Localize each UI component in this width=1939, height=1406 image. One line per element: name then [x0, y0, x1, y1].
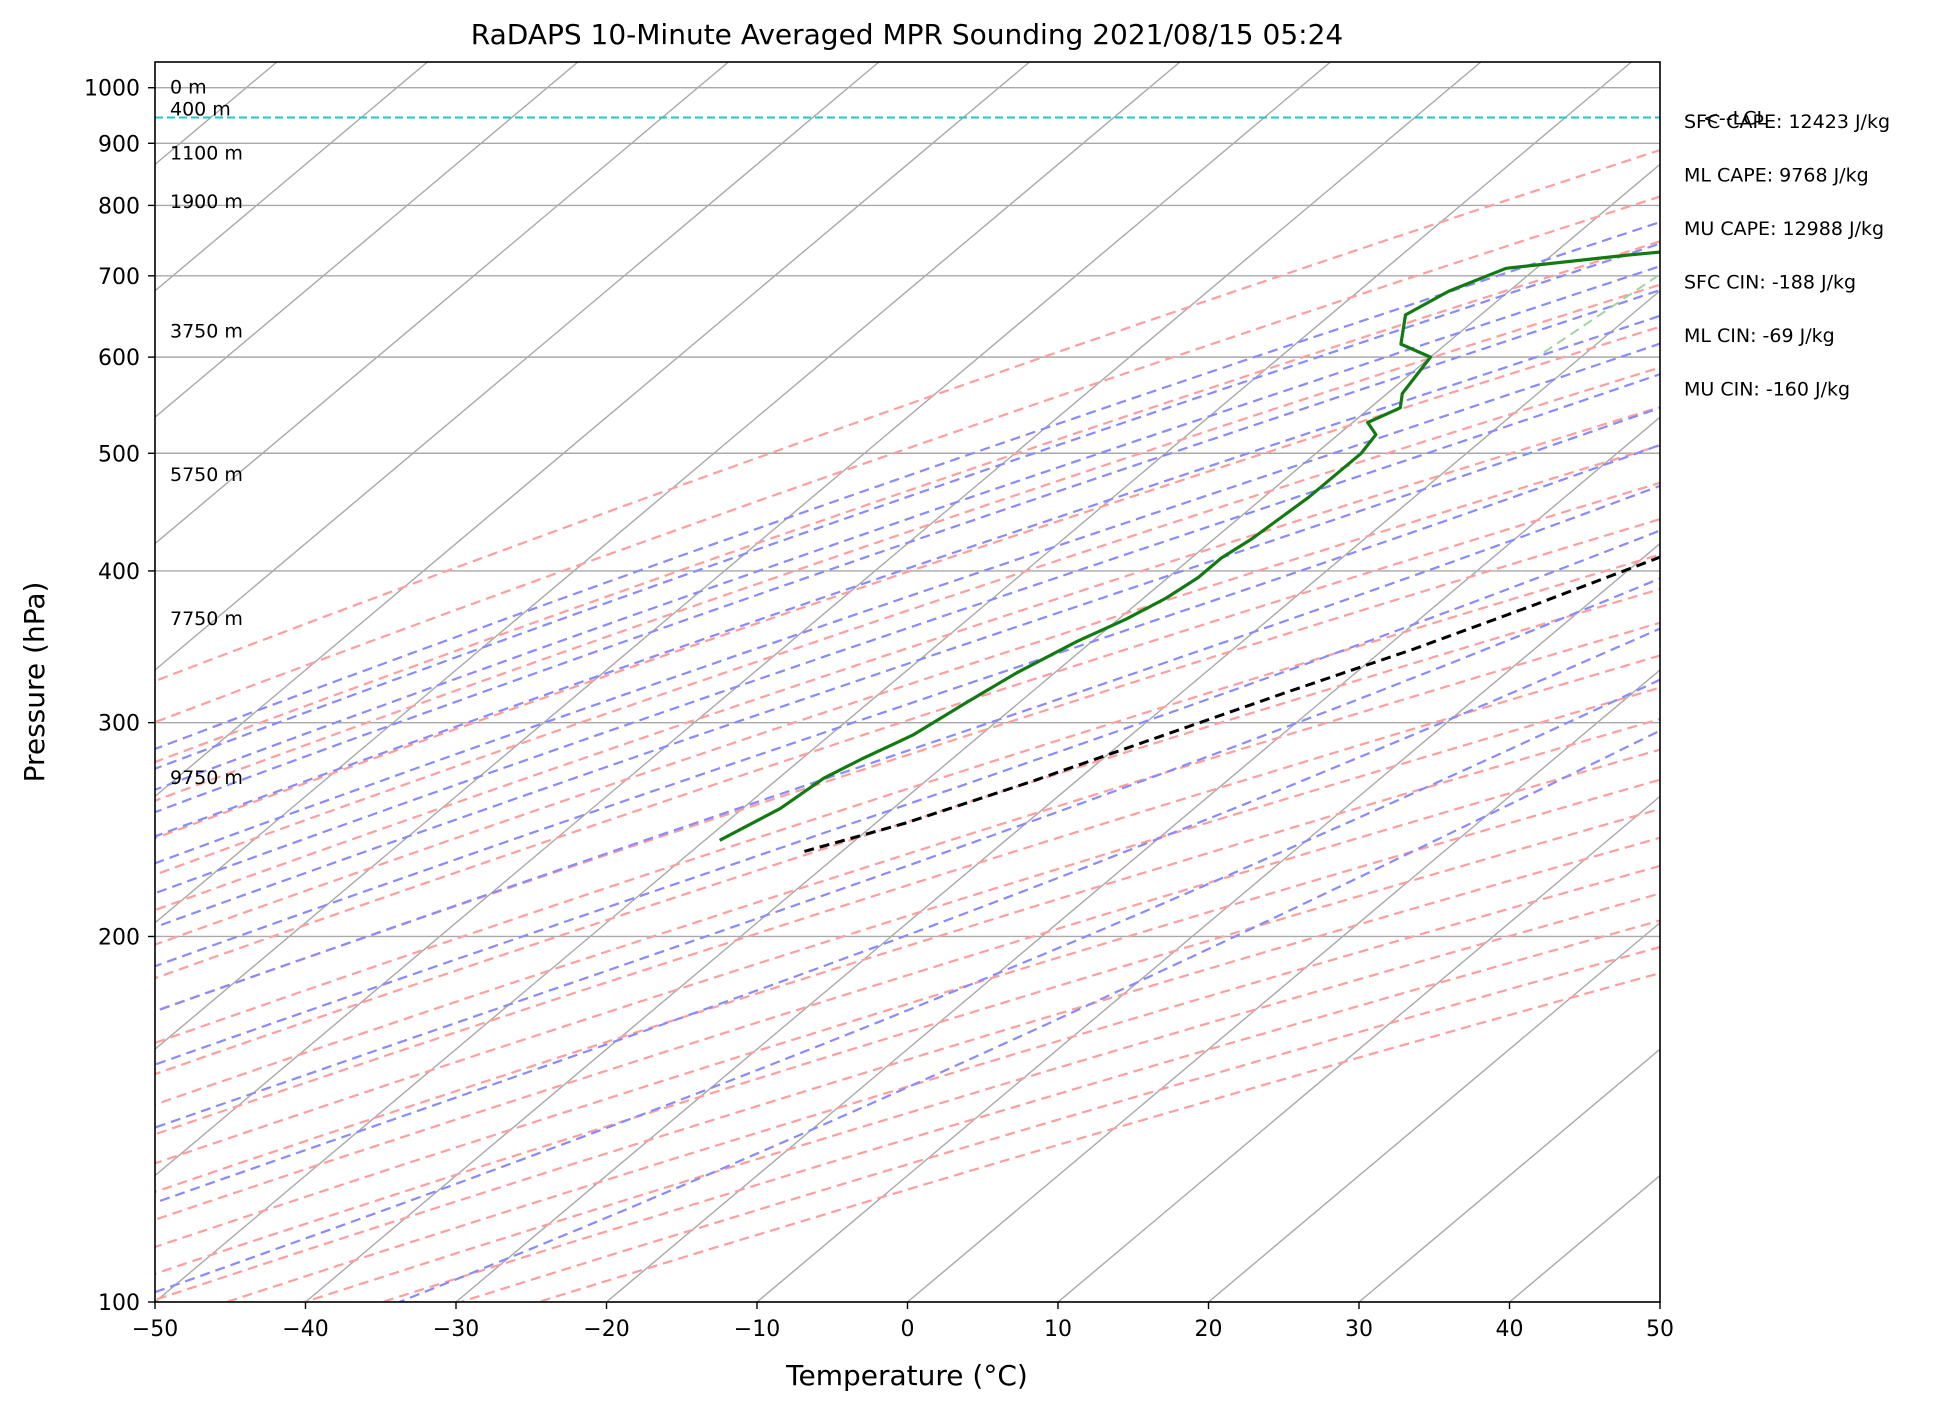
stat-text: ML CAPE: 9768 J/kg	[1684, 165, 1869, 187]
x-tick-label: −20	[583, 1317, 629, 1342]
x-tick-label: −30	[433, 1317, 479, 1342]
height-label: 7750 m	[170, 608, 243, 630]
dry-adiabat-line	[155, 195, 1660, 724]
dry-adiabat-line	[155, 148, 1660, 683]
series-line-dewpoint	[718, 250, 1660, 842]
isotherm-lines	[155, 62, 1660, 1302]
y-tick-label: 700	[98, 265, 140, 290]
x-tick-label: 10	[1044, 1317, 1072, 1342]
stat-text: SFC CIN: -188 J/kg	[1684, 272, 1856, 294]
x-tick-label: 40	[1496, 1317, 1524, 1342]
y-axis-label: Pressure (hPa)	[18, 582, 51, 783]
x-tick-label: 20	[1195, 1317, 1223, 1342]
isotherm-line	[756, 542, 1660, 1302]
isotherm-line	[155, 62, 1030, 798]
isotherm-line	[155, 62, 729, 545]
y-tick-label: 900	[98, 132, 140, 157]
y-tick-label: 200	[98, 925, 140, 950]
dry-adiabat-line	[155, 553, 1660, 1045]
y-tick-label: 500	[98, 442, 140, 467]
stat-text: MU CIN: -160 J/kg	[1684, 379, 1850, 401]
moist-adiabat-line	[155, 264, 1660, 791]
x-tick-label: 30	[1345, 1317, 1373, 1342]
x-tick-label: −50	[132, 1317, 178, 1342]
moist-adiabat-line	[155, 288, 1660, 814]
isotherm-line	[606, 416, 1660, 1302]
mixing-ratio-line	[1536, 273, 1660, 358]
dry-adiabat-line	[155, 366, 1660, 876]
stat-text: ML CIN: -69 J/kg	[1684, 325, 1835, 347]
moist-adiabat-line	[155, 443, 1660, 968]
dry-adiabat-line	[155, 481, 1660, 980]
height-label: 9750 m	[170, 767, 243, 789]
moist-adiabat-lines	[155, 220, 1660, 1302]
height-label: 1900 m	[170, 191, 243, 213]
moist-adiabat-line	[155, 373, 1660, 895]
isotherm-line	[155, 62, 1331, 1051]
height-label: 400 m	[170, 98, 231, 120]
moist-adiabat-line	[155, 342, 1660, 865]
isotherm-line	[155, 62, 880, 671]
isotherm-line	[1358, 1048, 1660, 1302]
y-tick-label: 800	[98, 194, 140, 219]
x-tick-label: 50	[1646, 1317, 1674, 1342]
mixing-ratio-lines	[1536, 273, 1660, 358]
stat-text: SFC CAPE: 12423 J/kg	[1684, 111, 1890, 133]
stat-text: MU CAPE: 12988 J/kg	[1684, 218, 1884, 240]
lcl-label: <--LCL	[1703, 108, 1767, 130]
chart-title: RaDAPS 10-Minute Averaged MPR Sounding 2…	[471, 18, 1343, 51]
isotherm-line	[907, 669, 1660, 1302]
height-label: 3750 m	[170, 320, 243, 342]
height-label: 0 m	[170, 77, 207, 99]
x-tick-label: −10	[734, 1317, 780, 1342]
moist-adiabat-line	[155, 577, 1660, 1129]
isotherm-line	[1057, 795, 1660, 1302]
isotherm-line	[155, 62, 428, 292]
sounding-series	[718, 250, 1660, 853]
y-tick-label: 1000	[84, 77, 140, 102]
pressure-gridlines	[155, 87, 1660, 1302]
isotherm-line	[1208, 921, 1660, 1302]
moist-adiabat-line	[155, 484, 1660, 1013]
height-label: 1100 m	[170, 142, 243, 164]
x-tick-label: −40	[282, 1317, 328, 1342]
moist-adiabat-line	[155, 529, 1660, 1066]
x-axis-label: Temperature (°C)	[785, 1359, 1028, 1392]
axis-ticks: −50 −40 −30 −20 −10 0 10 20 30 40 50 100 200 300 400 50…	[84, 77, 1674, 1342]
moist-adiabat-line	[155, 314, 1660, 838]
dry-adiabat-line	[155, 587, 1660, 1076]
isotherm-line	[155, 62, 1181, 924]
height-label: 5750 m	[170, 464, 243, 486]
isotherm-line	[305, 163, 1660, 1302]
dry-adiabat-line	[155, 283, 1660, 802]
y-tick-label: 400	[98, 560, 140, 585]
dry-adiabat-line	[155, 518, 1660, 1013]
dry-adiabat-lines	[155, 148, 1660, 1302]
y-tick-label: 100	[98, 1291, 140, 1316]
moist-adiabat-line	[155, 678, 1660, 1294]
dry-adiabat-line	[155, 405, 1660, 912]
isotherm-line	[155, 62, 1632, 1302]
dry-adiabat-line	[155, 325, 1660, 840]
isotherm-line	[155, 62, 579, 419]
stability-stats: SFC CAPE: 12423 J/kg ML CAPE: 9768 J/kg MU…	[1684, 111, 1890, 401]
dry-adiabat-line	[155, 444, 1660, 946]
y-tick-label: 600	[98, 346, 140, 371]
x-tick-label: 0	[901, 1317, 915, 1342]
y-tick-label: 300	[98, 712, 140, 737]
